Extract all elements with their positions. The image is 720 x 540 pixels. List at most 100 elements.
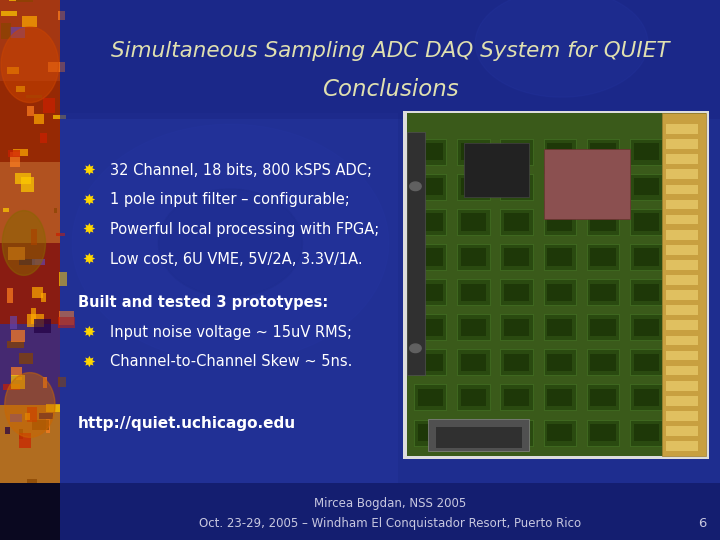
Bar [40, 133, 47, 143]
Bar [9, 247, 24, 260]
Bar [0, 0, 60, 540]
Bar [56, 233, 66, 236]
Bar [0, 405, 60, 486]
Bar [0, 81, 60, 162]
Bar [11, 367, 22, 376]
Bar [19, 353, 32, 365]
Bar [1, 11, 17, 16]
Bar [590, 213, 616, 231]
Bar [27, 407, 37, 422]
Bar [547, 354, 572, 371]
Text: ✸: ✸ [82, 252, 95, 267]
Bar [630, 244, 662, 270]
Bar [15, 173, 31, 184]
Text: ✸: ✸ [82, 222, 95, 237]
Bar [41, 293, 46, 302]
Bar [666, 381, 698, 390]
Bar [19, 433, 30, 449]
Bar [666, 245, 698, 255]
Bar [500, 139, 533, 165]
Bar [630, 420, 662, 446]
Bar [630, 139, 662, 165]
Bar [22, 16, 37, 26]
Text: 32 Channel, 18 bits, 800 kSPS ADC;: 32 Channel, 18 bits, 800 kSPS ADC; [110, 163, 372, 178]
Bar [11, 330, 25, 342]
Bar [547, 284, 572, 301]
Bar [587, 244, 619, 270]
Bar [55, 490, 62, 502]
Bar [13, 148, 28, 156]
Polygon shape [2, 211, 45, 275]
Bar [418, 143, 443, 160]
Bar [414, 244, 446, 270]
Bar [414, 139, 446, 165]
Bar [58, 377, 66, 387]
Bar [403, 111, 709, 459]
Bar [418, 354, 443, 371]
Bar [43, 377, 47, 388]
Bar [25, 96, 42, 98]
Text: 6: 6 [698, 517, 706, 530]
Bar [666, 275, 698, 285]
Bar [457, 244, 490, 270]
Bar [666, 260, 698, 270]
Bar [457, 314, 490, 340]
Text: Oct. 23-29, 2005 – Windham El Conquistador Resort, Puerto Rico: Oct. 23-29, 2005 – Windham El Conquistad… [199, 517, 581, 530]
Bar [32, 287, 43, 298]
Bar [500, 314, 533, 340]
Bar [9, 0, 17, 1]
Bar [19, 259, 35, 265]
Bar [634, 284, 659, 301]
Bar [3, 208, 9, 212]
Bar [407, 132, 425, 375]
Bar [414, 384, 446, 410]
Bar [590, 143, 616, 160]
Bar [461, 319, 486, 336]
Text: http://quiet.uchicago.edu: http://quiet.uchicago.edu [78, 416, 296, 431]
Bar [60, 113, 398, 486]
Bar [7, 341, 24, 348]
Bar [59, 311, 74, 325]
Bar [587, 279, 619, 305]
Bar [32, 259, 45, 265]
Bar [634, 178, 659, 195]
Bar [500, 349, 533, 375]
Bar [504, 213, 529, 231]
Bar [0, 324, 60, 405]
Bar [590, 424, 616, 441]
Bar [9, 26, 25, 38]
Bar [418, 319, 443, 336]
Bar [547, 319, 572, 336]
Text: Input noise voltage ~ 15uV RMS;: Input noise voltage ~ 15uV RMS; [110, 325, 352, 340]
Bar [666, 124, 698, 134]
Bar [666, 200, 698, 210]
Bar [547, 248, 572, 266]
Bar [8, 151, 19, 157]
Bar [1, 23, 11, 39]
Text: Powerful local processing with FPGA;: Powerful local processing with FPGA; [110, 222, 379, 237]
Bar [544, 174, 576, 200]
Bar [500, 174, 533, 200]
Bar [587, 139, 619, 165]
Bar [504, 248, 529, 266]
Bar [7, 67, 19, 74]
Bar [428, 418, 529, 451]
Bar [666, 350, 698, 360]
Bar [666, 154, 698, 164]
Bar [32, 308, 35, 324]
Bar [60, 0, 720, 119]
Bar [461, 213, 486, 231]
Polygon shape [1, 27, 59, 103]
Bar [504, 424, 529, 441]
Bar [414, 174, 446, 200]
Bar [42, 98, 55, 113]
Bar [666, 335, 698, 345]
Bar [500, 420, 533, 446]
Bar [58, 11, 66, 21]
Bar [461, 354, 486, 371]
Bar [587, 384, 619, 410]
Bar [666, 185, 698, 194]
Bar [666, 441, 698, 451]
Bar [457, 279, 490, 305]
Bar [461, 143, 486, 160]
